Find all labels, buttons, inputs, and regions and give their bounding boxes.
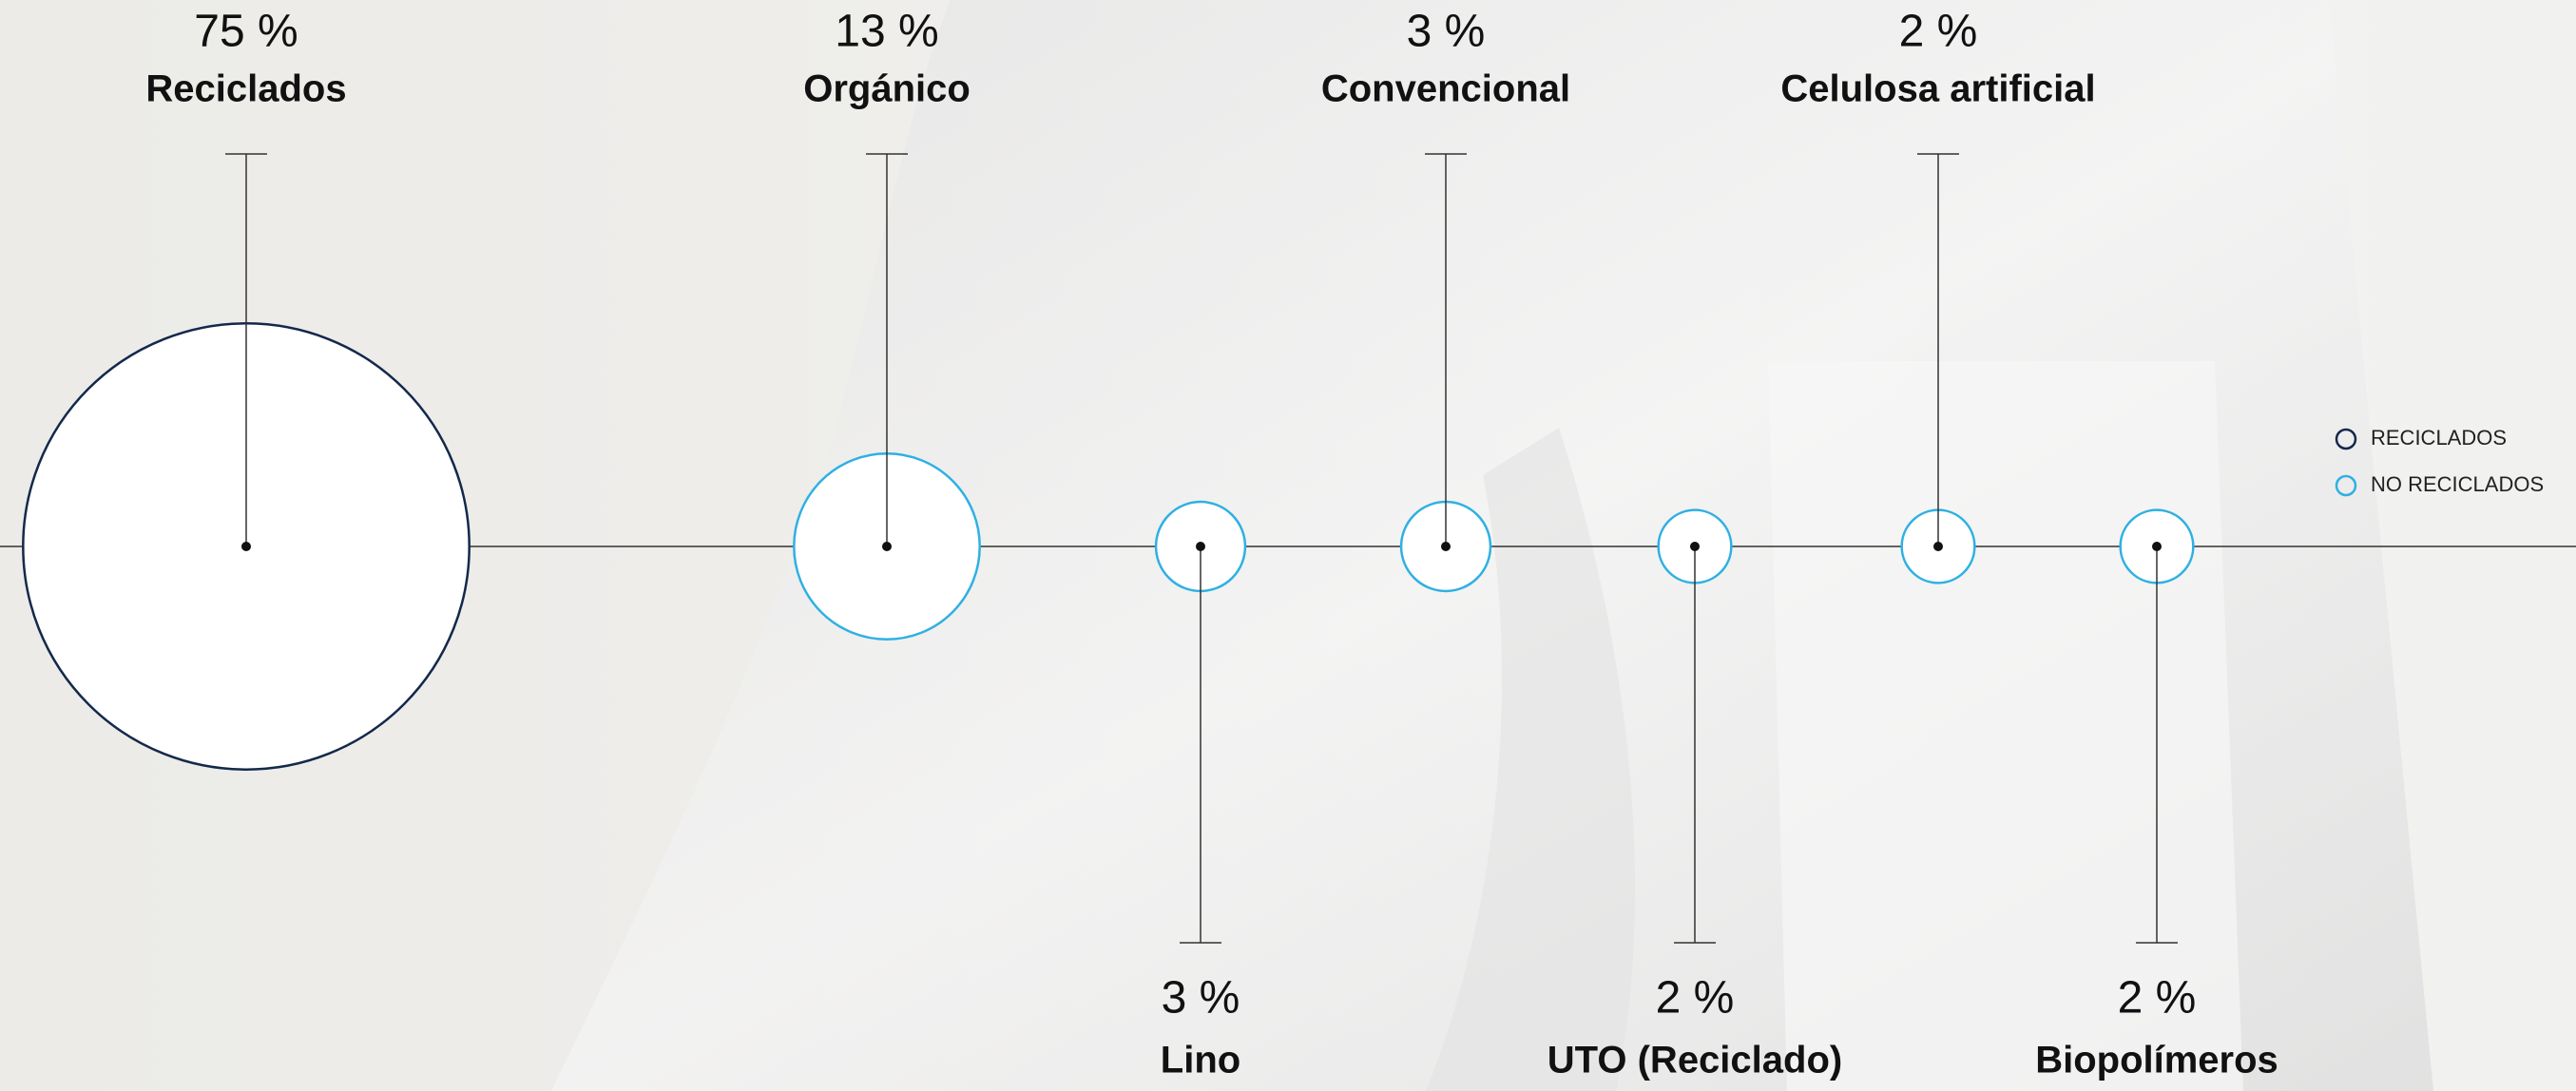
value-label: 2 % — [1656, 973, 1735, 1024]
legend-label: RECICLADOS — [2371, 426, 2507, 450]
category-label: Biopolímeros — [2035, 1040, 2278, 1081]
category-label: Lino — [1161, 1040, 1240, 1081]
category-label: Convencional — [1321, 68, 1570, 110]
category-label: UTO (Reciclado) — [1548, 1040, 1842, 1081]
category-label: Celulosa artificial — [1780, 68, 2095, 110]
center-dot — [1690, 542, 1700, 551]
shirt-fold — [1426, 428, 1635, 1091]
value-label: 3 % — [1162, 973, 1240, 1024]
value-label: 2 % — [2118, 973, 2197, 1024]
center-dot — [2152, 542, 2162, 551]
center-dot — [1196, 542, 1205, 551]
value-label: 75 % — [194, 7, 298, 57]
value-label: 13 % — [835, 7, 938, 57]
category-label: Orgánico — [803, 68, 971, 110]
legend-label: NO RECICLADOS — [2371, 472, 2544, 496]
category-label: Reciclados — [145, 68, 346, 110]
legend-marker — [2335, 474, 2357, 497]
center-dot — [1441, 542, 1451, 551]
center-dot — [882, 542, 892, 551]
legend-marker — [2335, 428, 2357, 450]
center-dot — [1933, 542, 1943, 551]
value-label: 2 % — [1899, 7, 1978, 57]
value-label: 3 % — [1407, 7, 1486, 57]
center-dot — [241, 542, 251, 551]
